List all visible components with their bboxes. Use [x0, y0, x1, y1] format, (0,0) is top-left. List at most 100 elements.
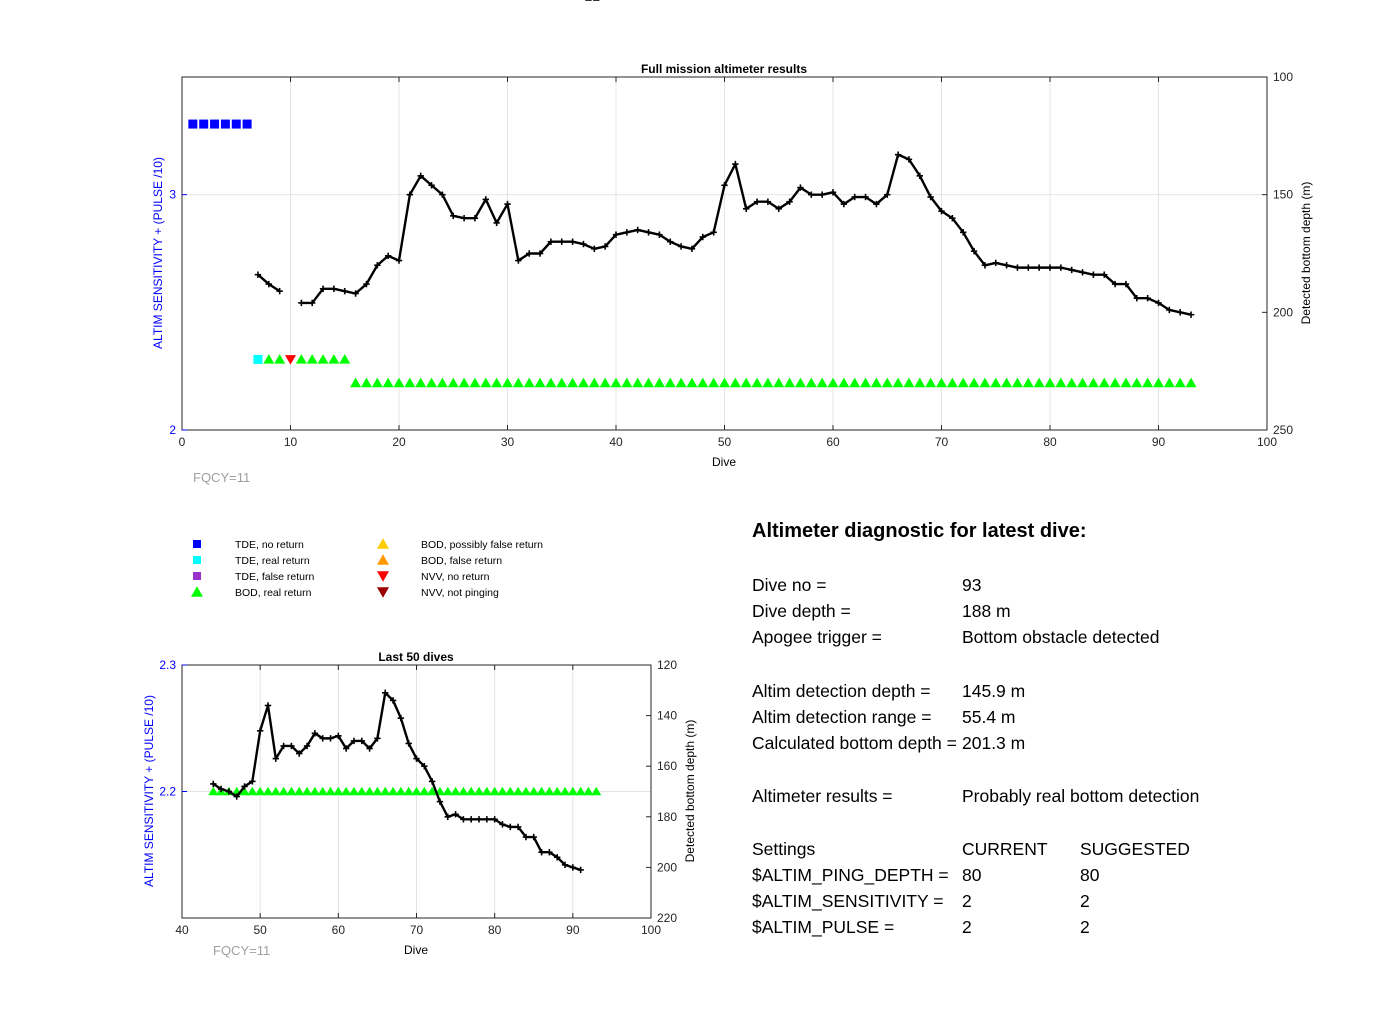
depth-point — [389, 697, 397, 704]
depth-point — [482, 196, 489, 203]
x-tick-label: 10 — [284, 435, 298, 449]
depth-point — [327, 735, 334, 742]
depth-series-line — [212, 691, 582, 872]
calc-depth-value: 201.3 m — [962, 733, 1026, 753]
bod-real-return-marker — [1142, 377, 1154, 388]
x-tick-label: 90 — [1152, 435, 1166, 449]
depth-point — [873, 200, 880, 208]
depth-point — [491, 816, 498, 823]
depth-point — [265, 280, 272, 288]
depth-point — [522, 833, 530, 841]
bod-real-return-marker — [1066, 377, 1078, 388]
bod-real-return-marker — [599, 377, 611, 388]
legend-marker — [191, 586, 203, 597]
depth-point — [439, 191, 446, 198]
bod-real-return-marker — [474, 786, 485, 796]
suggested-header: SUGGESTED — [1080, 839, 1190, 859]
depth-point — [468, 816, 475, 823]
legend-marker — [193, 556, 201, 564]
x-tick-label: 40 — [175, 923, 189, 937]
depth-point — [530, 833, 537, 841]
depth-point — [1101, 271, 1108, 278]
y-left-tick-label: 2 — [169, 423, 176, 437]
y-right-tick-label: 250 — [1273, 423, 1293, 437]
bod-real-return-marker — [426, 377, 438, 388]
depth-point — [775, 205, 782, 212]
bod-real-return-marker — [263, 354, 275, 364]
depth-point — [577, 866, 584, 874]
bod-real-return-marker — [1077, 377, 1089, 388]
bod-real-return-marker — [1153, 377, 1164, 388]
depth-point — [366, 745, 373, 752]
depth-point — [1003, 262, 1010, 269]
bod-real-return-marker — [278, 786, 289, 796]
x-tick-label: 0 — [179, 435, 186, 449]
y-right-tick-label: 200 — [1273, 305, 1293, 319]
bod-real-return-marker — [247, 786, 258, 796]
bod-real-return-marker — [567, 786, 578, 796]
bod-real-return-marker — [393, 377, 405, 388]
bod-real-return-marker — [643, 377, 655, 388]
bod-real-return-marker — [544, 786, 555, 796]
bod-real-return-marker — [458, 786, 469, 796]
depth-point — [840, 200, 848, 208]
det-range-value: 55.4 m — [962, 707, 1016, 727]
depth-point — [721, 182, 728, 189]
depth-point — [384, 252, 392, 260]
bod-real-return-marker — [447, 377, 459, 388]
depth-point — [1155, 299, 1162, 307]
depth-point — [249, 778, 256, 785]
bod-real-return-marker — [371, 377, 383, 388]
bod-real-return-marker — [341, 786, 352, 796]
depth-point — [851, 193, 858, 201]
bod-real-return-marker — [860, 377, 872, 388]
bod-real-return-marker — [556, 377, 568, 388]
bod-real-return-marker — [1055, 377, 1067, 388]
depth-point — [254, 271, 262, 278]
x-tick-label: 60 — [332, 923, 346, 937]
bod-real-return-marker — [208, 786, 219, 796]
legend-label: BOD, possibly false return — [421, 539, 543, 551]
depth-point — [413, 755, 420, 762]
det-depth-value: 145.9 m — [962, 681, 1026, 701]
bod-real-return-marker — [302, 786, 313, 796]
pulse-label: $ALTIM_PULSE = — [752, 917, 895, 937]
bod-real-return-marker — [403, 786, 414, 796]
bod-real-return-marker — [968, 377, 980, 388]
bod-real-return-marker — [513, 786, 524, 796]
det-range-label: Altim detection range = — [752, 707, 932, 727]
bod-real-return-marker — [536, 786, 547, 796]
bod-real-return-marker — [591, 786, 602, 796]
bod-real-return-marker — [708, 377, 720, 388]
depth-point — [1035, 264, 1043, 271]
depth-point — [1046, 264, 1054, 271]
tde-no-return-marker — [242, 119, 252, 129]
bod-real-return-marker — [686, 377, 698, 388]
depth-point — [217, 785, 225, 793]
bod-real-return-marker — [411, 786, 422, 796]
bottom-chart-fqcy: FQCY=11 — [213, 943, 270, 958]
bod-real-return-marker — [364, 786, 375, 796]
depth-point — [808, 191, 815, 198]
depth-point — [797, 184, 804, 191]
depth-point — [601, 243, 609, 250]
bod-real-return-marker — [1011, 377, 1023, 388]
x-tick-label: 20 — [392, 435, 406, 449]
top-chart-title: Full mission altimeter results — [641, 62, 807, 76]
settings-label: Settings — [752, 839, 816, 859]
y-right-tick-label: 150 — [1273, 188, 1293, 202]
bod-real-return-marker — [881, 377, 893, 388]
bod-real-return-marker — [309, 786, 320, 796]
top-chart: 0 10 20 30 40 50 60 70 80 90 100 2 3 100 150 200 250 — [169, 70, 1293, 449]
tde-no-return-marker — [220, 119, 230, 129]
depth-point — [569, 238, 576, 245]
bod-real-return-marker — [442, 786, 453, 796]
depth-point — [507, 823, 514, 831]
x-tick-label: 80 — [488, 923, 502, 937]
legend-marker — [193, 572, 201, 580]
bod-real-return-marker — [610, 377, 622, 388]
x-tick-label: 70 — [935, 435, 949, 449]
depth-point — [1133, 295, 1140, 302]
depth-point — [526, 250, 533, 257]
